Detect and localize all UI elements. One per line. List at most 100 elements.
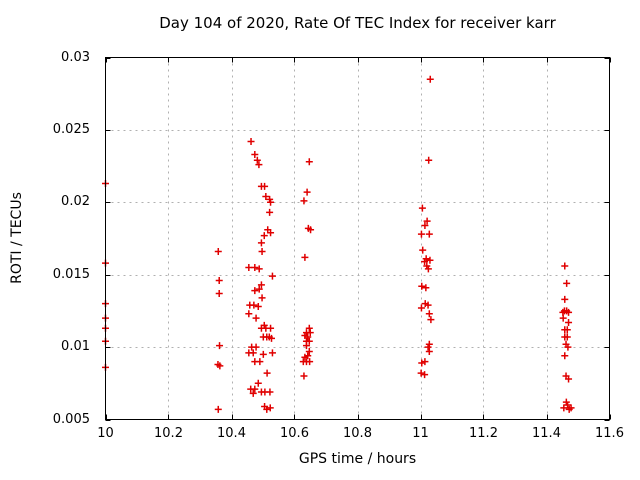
data-point-marker <box>262 193 270 201</box>
data-point-marker <box>245 310 253 318</box>
y-tick-label: 0.01 <box>61 339 90 355</box>
data-point-marker <box>267 198 275 206</box>
data-point-marker <box>417 230 425 238</box>
data-point-marker <box>424 301 432 309</box>
x-tick-label: 10.6 <box>280 426 309 441</box>
data-point-marker <box>306 329 314 337</box>
data-point-marker <box>254 303 262 311</box>
data-point-marker <box>251 385 259 393</box>
data-point-marker <box>418 204 426 212</box>
chart-title: Day 104 of 2020, Rate Of TEC Index for r… <box>159 14 556 32</box>
y-tick-label: 0.025 <box>52 121 90 137</box>
data-point-marker <box>421 258 429 266</box>
data-point-marker <box>260 232 268 240</box>
data-point-marker <box>305 347 313 355</box>
data-point-marker <box>301 253 309 261</box>
data-point-marker <box>304 333 312 341</box>
data-point-marker <box>565 308 573 316</box>
x-tick-label: 11.4 <box>532 426 561 441</box>
data-point-marker <box>425 347 433 355</box>
data-point-marker <box>421 371 429 379</box>
data-point-marker <box>424 343 432 351</box>
data-point-marker <box>305 158 313 166</box>
x-tick-label: 11 <box>412 426 429 441</box>
x-axis-title: GPS time / hours <box>298 451 417 467</box>
data-point-marker <box>249 349 257 357</box>
data-point-marker <box>253 156 261 164</box>
data-point-marker <box>251 287 259 295</box>
data-point-marker <box>215 290 223 298</box>
data-point-marker <box>254 379 262 387</box>
data-point-marker <box>305 337 313 345</box>
data-point-marker <box>561 295 569 303</box>
data-point-marker <box>305 324 313 332</box>
y-tick-label: 0.02 <box>61 194 90 210</box>
data-point-marker <box>263 369 271 377</box>
x-tick-label: 10 <box>97 426 114 441</box>
data-point-marker <box>214 405 222 413</box>
data-point-marker <box>255 161 263 169</box>
data-point-marker <box>424 265 432 273</box>
data-point-marker <box>417 369 425 377</box>
data-point-marker <box>559 314 567 322</box>
y-tick-label: 0.015 <box>52 266 90 282</box>
data-point-marker <box>418 282 426 290</box>
data-point-marker <box>563 279 571 287</box>
data-point-marker <box>266 208 274 216</box>
data-point-marker <box>560 404 568 412</box>
data-point-marker <box>563 326 571 334</box>
data-point-marker <box>564 343 572 351</box>
data-point-marker <box>263 405 271 413</box>
data-point-marker <box>249 389 257 397</box>
data-point-marker <box>426 256 434 264</box>
data-point-marker <box>303 188 311 196</box>
data-point-marker <box>251 263 259 271</box>
data-point-marker <box>258 294 266 302</box>
data-point-marker <box>425 310 433 318</box>
data-point-marker <box>266 388 274 396</box>
data-point-marker <box>426 75 434 83</box>
x-tick-label: 10.2 <box>154 426 183 441</box>
data-point-marker <box>300 372 308 380</box>
data-point-marker <box>563 333 571 341</box>
data-point-marker <box>306 358 314 366</box>
data-point-marker <box>302 342 310 350</box>
data-point-marker <box>417 304 425 312</box>
data-point-marker <box>307 226 315 234</box>
data-point-marker <box>425 230 433 238</box>
x-tick-label: 11.6 <box>595 426 624 441</box>
y-tick-label: 0.005 <box>52 411 90 427</box>
data-point-marker <box>421 358 429 366</box>
data-point-marker <box>266 404 274 412</box>
data-point-marker <box>561 262 569 270</box>
data-point-marker <box>419 246 427 254</box>
data-point-marker <box>258 248 266 256</box>
data-point-marker <box>561 352 569 360</box>
data-point-marker <box>427 316 435 324</box>
data-point-marker <box>418 359 426 367</box>
data-point-marker <box>255 265 263 273</box>
data-point-marker <box>423 217 431 225</box>
data-point-marker <box>216 342 224 350</box>
data-point-marker <box>257 281 265 289</box>
data-point-marker <box>250 301 258 309</box>
data-point-marker <box>261 182 269 190</box>
data-point-marker <box>252 343 260 351</box>
data-point-marker <box>257 239 265 247</box>
data-point-marker <box>565 318 573 326</box>
data-point-marker <box>300 197 308 205</box>
data-point-marker <box>304 352 312 360</box>
data-point-marker <box>425 156 433 164</box>
data-point-marker <box>256 358 264 366</box>
data-point-marker <box>216 362 224 370</box>
data-point-marker <box>267 229 275 237</box>
plot-border <box>105 57 610 420</box>
data-point-marker <box>268 349 276 357</box>
x-tick-label: 10.4 <box>217 426 246 441</box>
data-point-marker <box>268 272 276 280</box>
data-point-marker <box>255 285 263 293</box>
data-point-marker <box>247 137 255 145</box>
data-point-marker <box>421 221 429 229</box>
